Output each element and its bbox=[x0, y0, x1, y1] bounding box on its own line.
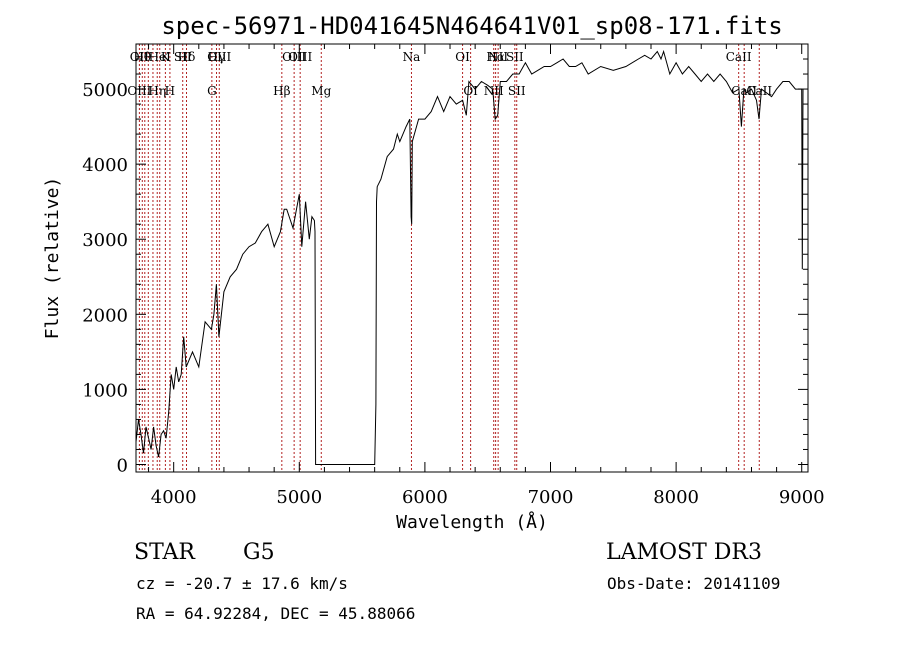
line-label-top: SII bbox=[174, 50, 192, 64]
object-class: STAR bbox=[134, 540, 196, 565]
x-tick-label: 9000 bbox=[779, 487, 825, 508]
x-axis: 4000 5000 6000 7000 8000 9000 bbox=[148, 44, 825, 508]
line-label-bottom: G bbox=[207, 84, 217, 98]
x-tick-label: 7000 bbox=[528, 487, 574, 508]
y-tick-label: 0 bbox=[117, 455, 128, 476]
line-label-bottom: SII bbox=[508, 84, 526, 98]
plot-frame bbox=[135, 43, 809, 473]
line-label-top: OIII bbox=[282, 50, 306, 64]
y-tick-label: 1000 bbox=[82, 380, 128, 401]
y-tick-label: 5000 bbox=[82, 80, 128, 101]
y-tick-label: 2000 bbox=[82, 305, 128, 326]
line-label-bottom: CaII bbox=[746, 84, 772, 98]
line-label-bottom: Hη bbox=[148, 84, 166, 98]
y-axis-label: Flux (relative) bbox=[42, 177, 63, 340]
line-label-top: Hδ bbox=[178, 50, 196, 64]
line-label-top: Na bbox=[403, 50, 421, 64]
line-label-top: OIII bbox=[207, 50, 231, 64]
line-label-bottom: Hβ bbox=[273, 84, 290, 98]
observation-date: Obs-Date: 20141109 bbox=[607, 574, 780, 593]
line-label-top: Hθ bbox=[133, 50, 151, 64]
line-label-top: OII bbox=[130, 50, 150, 64]
line-label-top: K bbox=[161, 50, 171, 64]
redshift-cz: cz = -20.7 ± 17.6 km/s bbox=[136, 574, 348, 593]
line-label-bottom: OI bbox=[463, 84, 478, 98]
y-axis: 0 1000 2000 3000 4000 5000 bbox=[82, 58, 808, 476]
line-label-bottom: OIII bbox=[127, 84, 151, 98]
spectrum-line bbox=[135, 49, 804, 465]
subclass: G5 bbox=[243, 540, 275, 565]
line-label-top: SII bbox=[506, 50, 524, 64]
line-label-top: OIII bbox=[288, 50, 312, 64]
survey-name: LAMOST DR3 bbox=[606, 540, 762, 565]
line-label-top: HeI bbox=[149, 50, 172, 64]
y-tick-label: 4000 bbox=[82, 155, 128, 176]
x-tick-label: 8000 bbox=[653, 487, 699, 508]
line-label-top: OI bbox=[455, 50, 470, 64]
line-label-top: NII bbox=[488, 50, 508, 64]
line-label-bottom: Mg bbox=[311, 84, 331, 98]
x-tick-label: 4000 bbox=[151, 487, 197, 508]
x-tick-label: 6000 bbox=[402, 487, 448, 508]
x-tick-label: 5000 bbox=[276, 487, 322, 508]
line-label-top: Hγ bbox=[208, 50, 226, 64]
spectral-line-labels: OIIOIIIHθHηHeIKHSIIHδGHγOIIIHβOIIIOIIIMg… bbox=[127, 50, 772, 98]
coordinates: RA = 64.92284, DEC = 45.88066 bbox=[136, 604, 415, 623]
chart-title: spec-56971-HD041645N464641V01_sp08-171.f… bbox=[161, 12, 782, 40]
line-label-top: CaII bbox=[726, 50, 752, 64]
line-label-top: Hα bbox=[486, 50, 505, 64]
y-tick-label: 3000 bbox=[82, 230, 128, 251]
line-label-bottom: H bbox=[165, 84, 175, 98]
line-label-bottom: NII bbox=[484, 84, 504, 98]
line-label-bottom: CaII bbox=[731, 84, 757, 98]
x-axis-label: Wavelength (Å) bbox=[396, 511, 548, 533]
spectral-line-markers bbox=[138, 44, 760, 472]
